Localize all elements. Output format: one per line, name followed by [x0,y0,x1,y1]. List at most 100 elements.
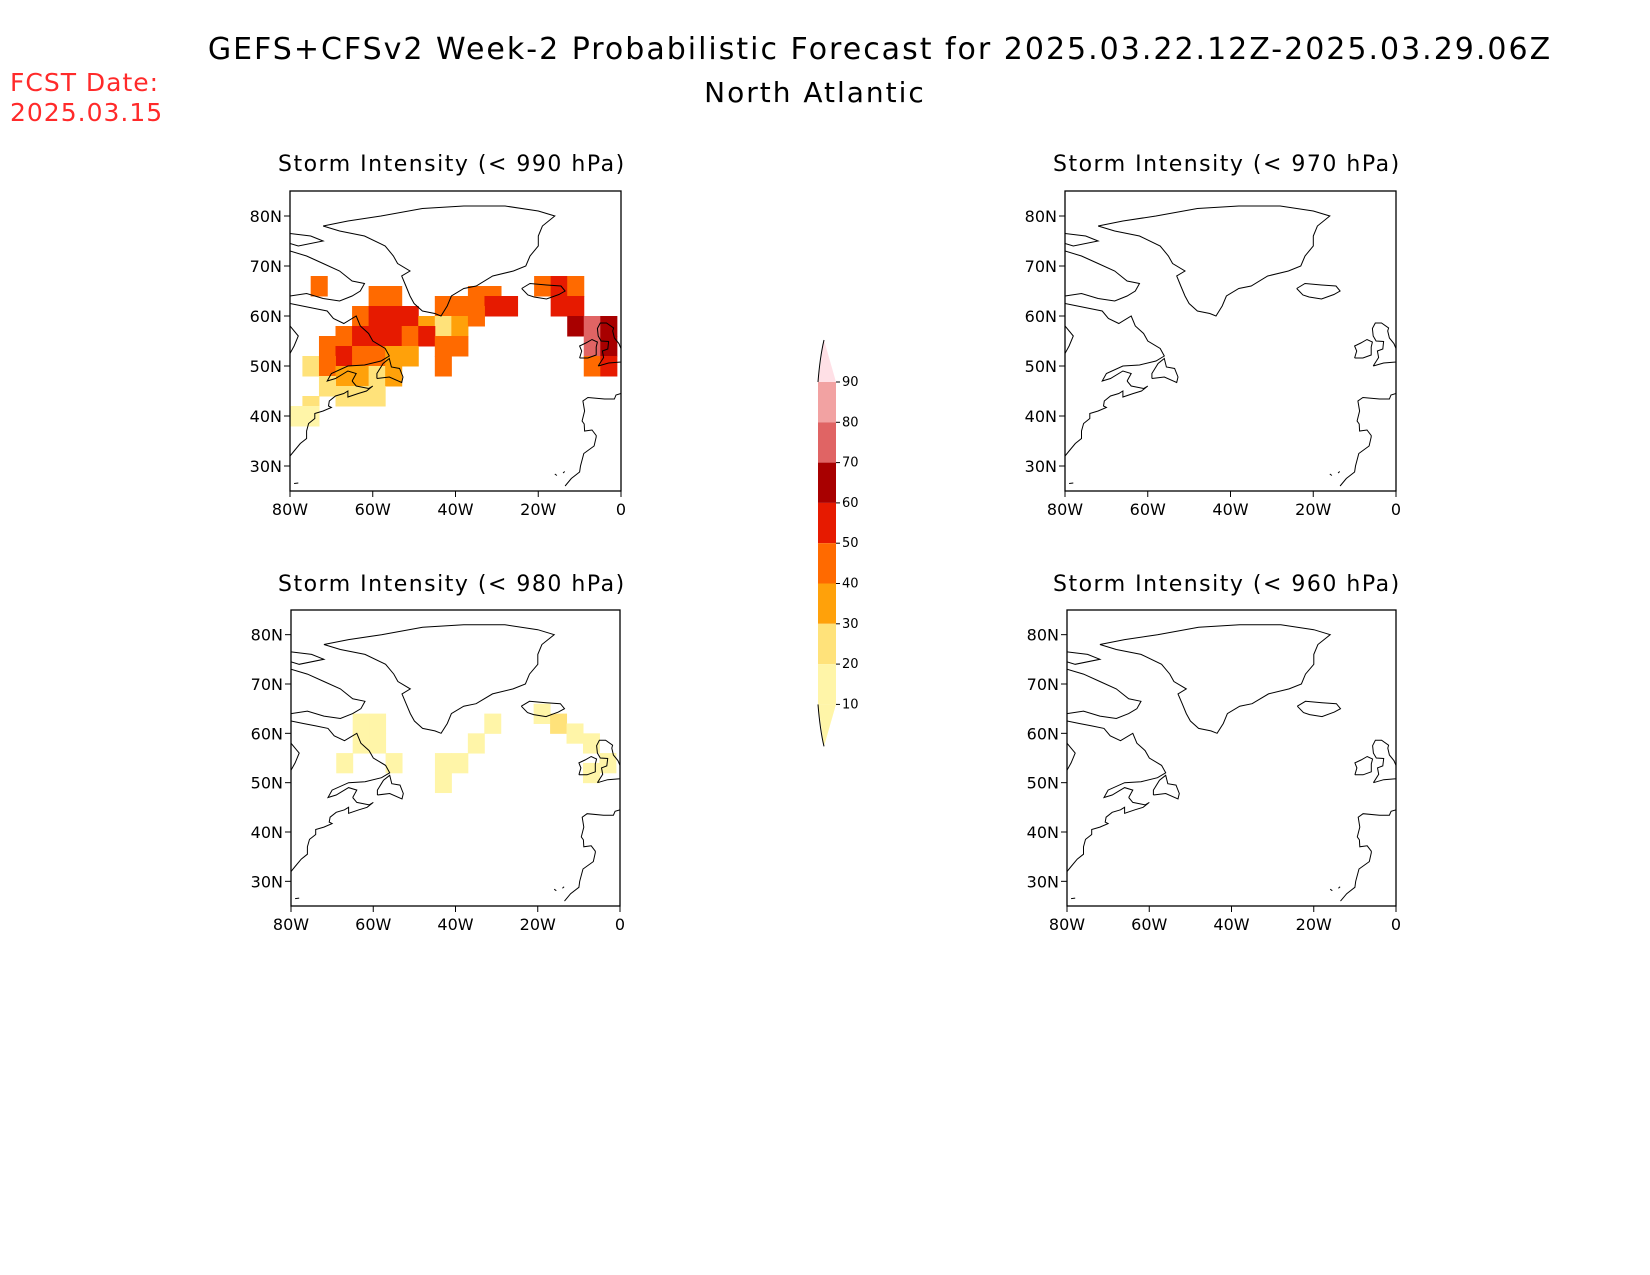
colorbar-bottom-edge [817,704,825,747]
region-subtitle: North Atlantic [704,76,926,109]
lat-tick-label: 40N [250,407,282,426]
coastline [553,888,557,892]
probability-cell [534,276,552,297]
coastline [1296,700,1342,718]
coastline [295,897,300,900]
forecast-date-value: 2025.03.15 [10,98,164,127]
lon-tick-label: 80W [1047,500,1083,519]
probability-cell [451,336,469,357]
coastline [291,720,391,799]
lat-tick-label: 50N [250,357,282,376]
probability-cell [368,286,386,307]
lat-tick-label: 40N [251,823,283,842]
map-content [291,624,620,902]
probability-cell [352,366,370,387]
lon-tick-label: 60W [355,915,391,934]
probability-cell [368,306,386,327]
coastline [1354,755,1374,776]
colorbar-label: 50 [842,536,859,551]
forecast-date-block: FCST Date: 2025.03.15 [10,68,163,128]
probability-cell [467,733,485,754]
lat-tick-label: 80N [1025,207,1057,226]
colorbar-label: 90 [842,375,859,390]
coastline [290,303,390,382]
probability-cell [583,336,601,357]
panel-title-990: Storm Intensity (< 990 hPa) [278,152,626,177]
probability-cell [600,356,618,377]
coastline [1069,482,1074,484]
lat-tick-label: 70N [250,257,282,276]
map-frame [1064,190,1397,492]
coastline [291,797,374,872]
lon-tick-label: 20W [520,915,556,934]
coastline [521,282,566,300]
lon-tick-label: 20W [1295,500,1331,519]
lat-tick-label: 50N [1027,774,1059,793]
coastline [1296,282,1341,300]
coastline [1067,742,1076,771]
coastline [376,774,404,800]
colorbar-label: 20 [842,657,859,672]
map-content [1065,205,1396,487]
lat-tick-label: 50N [1025,357,1057,376]
panel-title-980: Storm Intensity (< 980 hPa) [278,572,626,597]
map-frame [1066,609,1397,907]
coastline [1329,888,1333,892]
coastline [1065,233,1100,247]
coastline [1099,624,1332,734]
probability-cell [369,733,387,754]
lon-tick-label: 40W [1213,915,1249,934]
colorbar-swatch [818,382,836,423]
probability-cell [501,296,519,317]
coastline [564,809,620,902]
colorbar-top-edge [817,339,825,383]
probability-cell [418,326,436,347]
probability-cell [352,713,370,734]
lon-tick-label: 0 [616,500,626,519]
coastline [290,380,374,457]
probability-cell [352,326,370,347]
probability-cell [467,286,485,307]
lat-tick-label: 60N [250,307,282,326]
probability-cell [368,386,386,407]
coastline [1067,668,1142,720]
colorbar-swatch [818,623,836,665]
coastline [596,322,621,367]
probability-cell [533,703,551,724]
probability-cell [567,276,585,297]
lat-tick-label: 70N [251,675,283,694]
probability-cell [434,336,452,357]
probability-cell [318,356,337,377]
probability-cell [451,316,469,337]
panel-title-970: Storm Intensity (< 970 hPa) [1053,152,1401,177]
probability-cell [290,406,303,427]
coastline [294,482,299,484]
lat-tick-label: 30N [251,872,283,891]
probability-cell [385,326,403,347]
panel-title-960: Storm Intensity (< 960 hPa) [1053,572,1401,597]
probability-cell [484,713,502,734]
coastline [1337,471,1341,474]
lon-tick-label: 60W [1130,500,1166,519]
colorbar-swatch [818,462,836,503]
lon-tick-label: 40W [437,500,473,519]
coastline [1151,357,1179,384]
lon-tick-label: 20W [1296,915,1332,934]
map-content [1067,624,1396,902]
lon-tick-label: 60W [1131,915,1167,934]
lat-tick-label: 70N [1027,675,1059,694]
lat-tick-label: 80N [250,207,282,226]
lon-tick-label: 80W [273,915,309,934]
probability-cell [318,336,337,357]
lat-tick-label: 30N [1025,457,1057,476]
map-content [290,205,621,487]
probability-cell [550,713,568,734]
probability-cell [302,406,320,427]
probability-cell [434,753,452,774]
coastline [596,739,620,784]
lon-tick-label: 40W [437,915,473,934]
colorbar-swatch [818,502,836,544]
probability-cell [385,286,403,307]
probability-cell [385,346,403,367]
coastline [1353,338,1373,359]
